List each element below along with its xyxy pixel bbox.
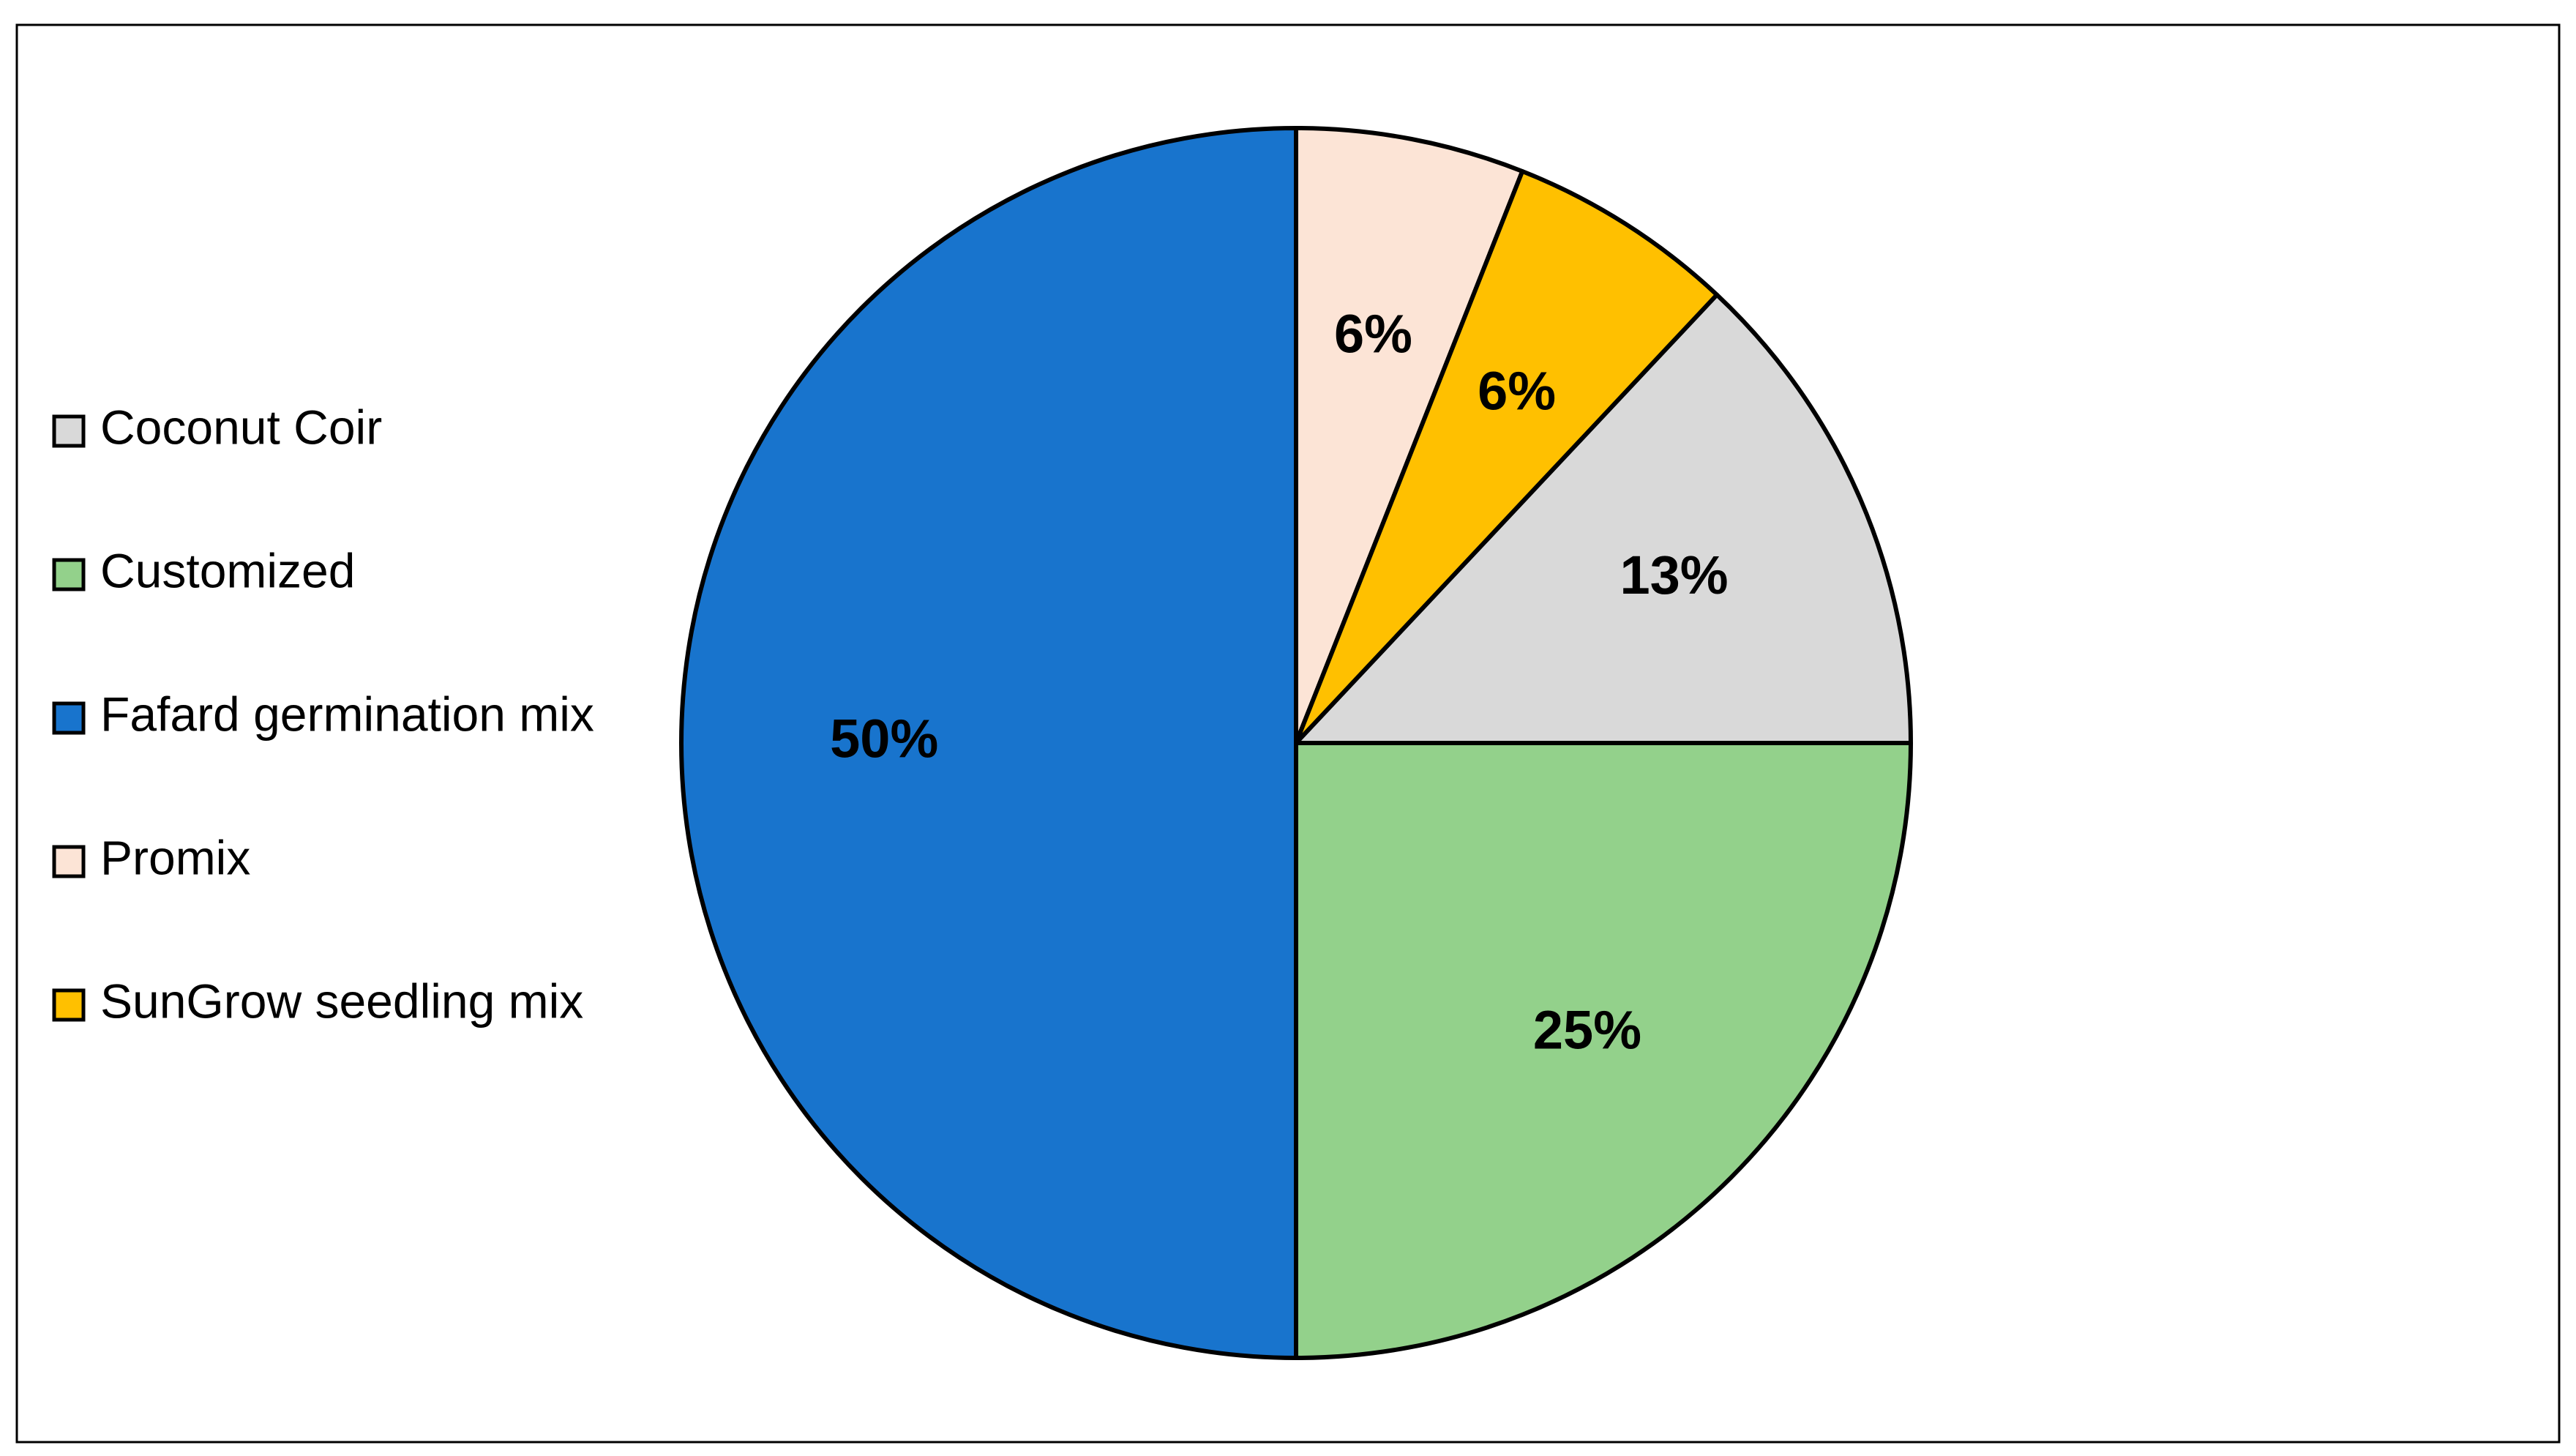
data-label: 50% bbox=[830, 709, 938, 769]
legend-label: Promix bbox=[100, 830, 250, 884]
pie-slice bbox=[1294, 741, 1913, 1360]
pie-slice bbox=[1294, 126, 1525, 745]
legend-label: Customized bbox=[100, 543, 355, 597]
legend-swatch bbox=[52, 701, 86, 735]
pie-slice bbox=[1294, 168, 1720, 745]
legend-swatch bbox=[52, 845, 86, 878]
pie-slice bbox=[679, 126, 1298, 1360]
legend-swatch bbox=[52, 558, 86, 591]
data-label: 6% bbox=[1334, 304, 1412, 365]
data-label: 13% bbox=[1620, 545, 1728, 605]
legend-swatch bbox=[52, 988, 86, 1022]
legend-label: Coconut Coir bbox=[100, 400, 382, 454]
data-label: 6% bbox=[1478, 360, 1556, 421]
legend-label: Fafard germination mix bbox=[100, 687, 594, 741]
legend-label: SunGrow seedling mix bbox=[100, 974, 583, 1028]
pie-slice bbox=[1294, 292, 1913, 745]
legend-swatch bbox=[52, 414, 86, 448]
data-label: 25% bbox=[1533, 1000, 1641, 1061]
